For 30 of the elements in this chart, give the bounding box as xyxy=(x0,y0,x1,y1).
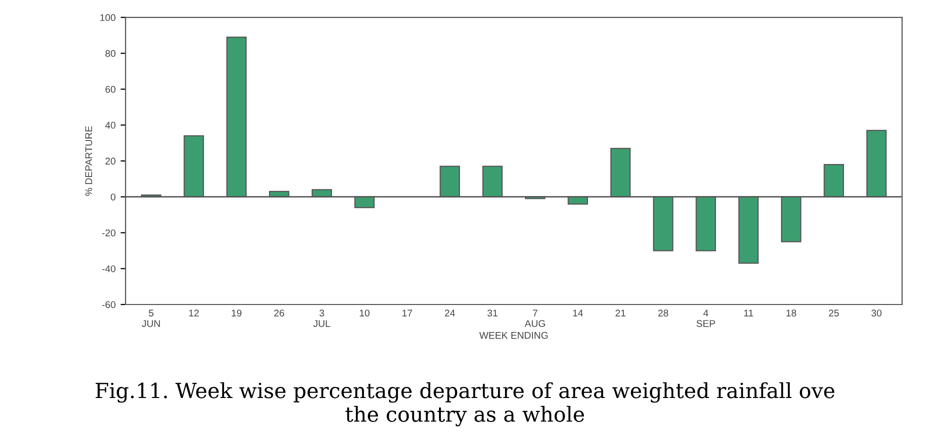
x-tick-label: 26 xyxy=(274,310,284,316)
y-tick-label: 20 xyxy=(106,158,116,165)
x-tick-label: 21 xyxy=(616,310,626,316)
y-tick-label: -40 xyxy=(102,265,116,272)
x-tick-label: 12 xyxy=(189,310,199,316)
y-axis-title: % DEPARTURE xyxy=(85,126,92,196)
y-tick-label: -20 xyxy=(102,229,116,236)
x-tick-label: 30 xyxy=(871,310,882,316)
y-tick-label: 100 xyxy=(100,14,116,22)
x-axis-title: WEEK ENDING xyxy=(479,332,548,339)
x-tick-label: 17 xyxy=(402,310,412,316)
text: Fig.11. Week wise percentage departure of area weighted rainfall ove the country as a whole xyxy=(96,382,834,426)
x-tick-label: 24 xyxy=(444,310,455,316)
x-tick-label: 18 xyxy=(786,310,796,316)
y-tick-label: -60 xyxy=(102,301,116,308)
y-tick-label: 80 xyxy=(105,50,116,57)
x-tick-label: 10 xyxy=(360,310,370,316)
x-tick-label: 4 SEP xyxy=(696,310,716,327)
y-tick-label: 0 xyxy=(110,194,116,200)
x-tick-label: 19 xyxy=(232,310,242,316)
x-tick-label: 25 xyxy=(828,310,839,316)
x-tick-label: 14 xyxy=(573,310,583,316)
x-tick-label: 28 xyxy=(658,310,668,316)
x-tick-label: 31 xyxy=(487,310,498,316)
x-tick-label: 3 JUL xyxy=(313,310,330,327)
y-tick-label: 60 xyxy=(106,86,116,93)
y-tick-label: 40 xyxy=(105,122,116,129)
x-tick-label: 11 xyxy=(744,310,754,316)
x-tick-label: 7 AUG xyxy=(524,310,545,327)
x-tick-label: 5 JUN xyxy=(142,310,160,327)
